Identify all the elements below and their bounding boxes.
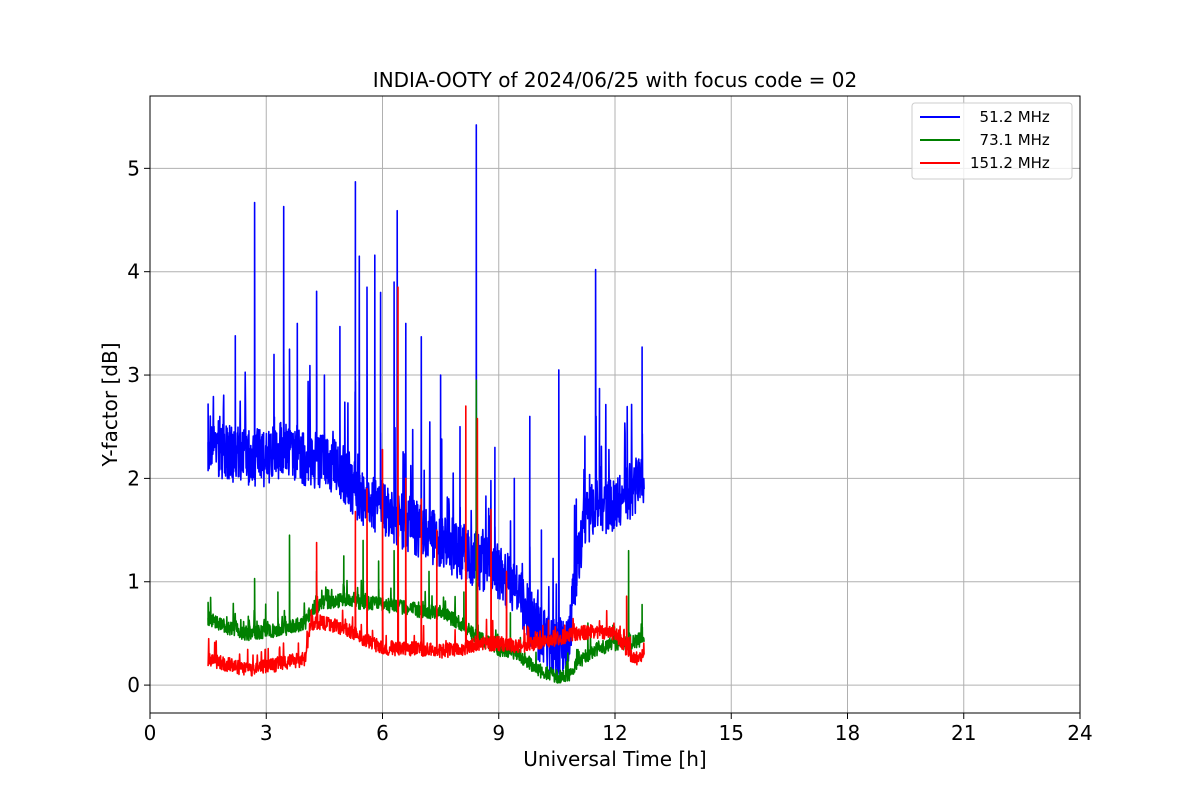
y-tick-label: 5: [127, 156, 140, 180]
x-tick-label: 15: [719, 721, 744, 745]
x-tick-label: 12: [602, 721, 627, 745]
x-tick-label: 21: [951, 721, 976, 745]
legend-box: [911, 102, 1073, 180]
x-tick-label: 6: [376, 721, 389, 745]
legend-label: 151.2 MHz: [970, 154, 1050, 172]
series-lines: [207, 124, 645, 684]
legend-entry-73mhz: 73.1 MHz: [920, 131, 1050, 149]
x-tick-label: 18: [835, 721, 860, 745]
legend-entry-51mhz: 51.2 MHz: [920, 108, 1050, 126]
y-axis-label: Y-factor [dB]: [98, 342, 122, 467]
y-tick-label: 4: [127, 260, 140, 284]
legend: 51.2 MHz 73.1 MHz 151.2 MHz: [911, 102, 1073, 180]
x-tick-label: 9: [492, 721, 505, 745]
chart-title: INDIA-OOTY of 2024/06/25 with focus code…: [373, 68, 857, 92]
series-line-1: [207, 379, 645, 684]
legend-label: 73.1 MHz: [970, 131, 1050, 149]
y-tick-label: 2: [127, 466, 140, 490]
legend-entry-151mhz: 151.2 MHz: [920, 154, 1050, 172]
y-tick-label: 1: [127, 570, 140, 594]
x-tick-label: 3: [260, 721, 273, 745]
y-tick-label: 3: [127, 363, 140, 387]
series-line-2: [207, 286, 645, 677]
y-tick-label: 0: [127, 673, 140, 697]
x-axis-label: Universal Time [h]: [523, 747, 706, 771]
x-tick-label: 24: [1067, 721, 1092, 745]
x-tick-label: 0: [144, 721, 157, 745]
legend-label: 51.2 MHz: [970, 108, 1050, 126]
series-line-0: [207, 124, 645, 677]
